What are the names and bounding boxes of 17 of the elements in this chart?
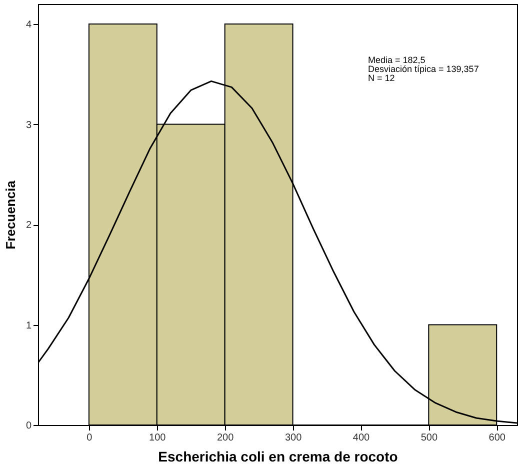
annotation: Media = 182,5 bbox=[368, 55, 426, 65]
annotation: Desviación típica = 139,357 bbox=[368, 64, 479, 74]
x-tick-label: 400 bbox=[352, 432, 370, 444]
x-tick-label: 600 bbox=[488, 432, 506, 444]
x-tick-label: 100 bbox=[149, 432, 166, 444]
y-tick-label: 1 bbox=[26, 320, 32, 332]
y-tick-label: 2 bbox=[26, 220, 32, 232]
y-tick-label: 0 bbox=[26, 420, 32, 432]
x-tick-label: 500 bbox=[420, 432, 438, 444]
x-tick-label: 300 bbox=[284, 432, 302, 444]
y-axis-title: Frecuencia bbox=[2, 180, 18, 250]
y-tick-label: 3 bbox=[26, 120, 32, 131]
annotation: N = 12 bbox=[368, 73, 395, 83]
x-tick-label: 200 bbox=[217, 432, 234, 444]
x-axis-title: Escherichia coli en crema de rocoto bbox=[158, 448, 398, 464]
x-tick-label: 0 bbox=[86, 432, 93, 444]
y-tick-label: 4 bbox=[26, 20, 32, 31]
